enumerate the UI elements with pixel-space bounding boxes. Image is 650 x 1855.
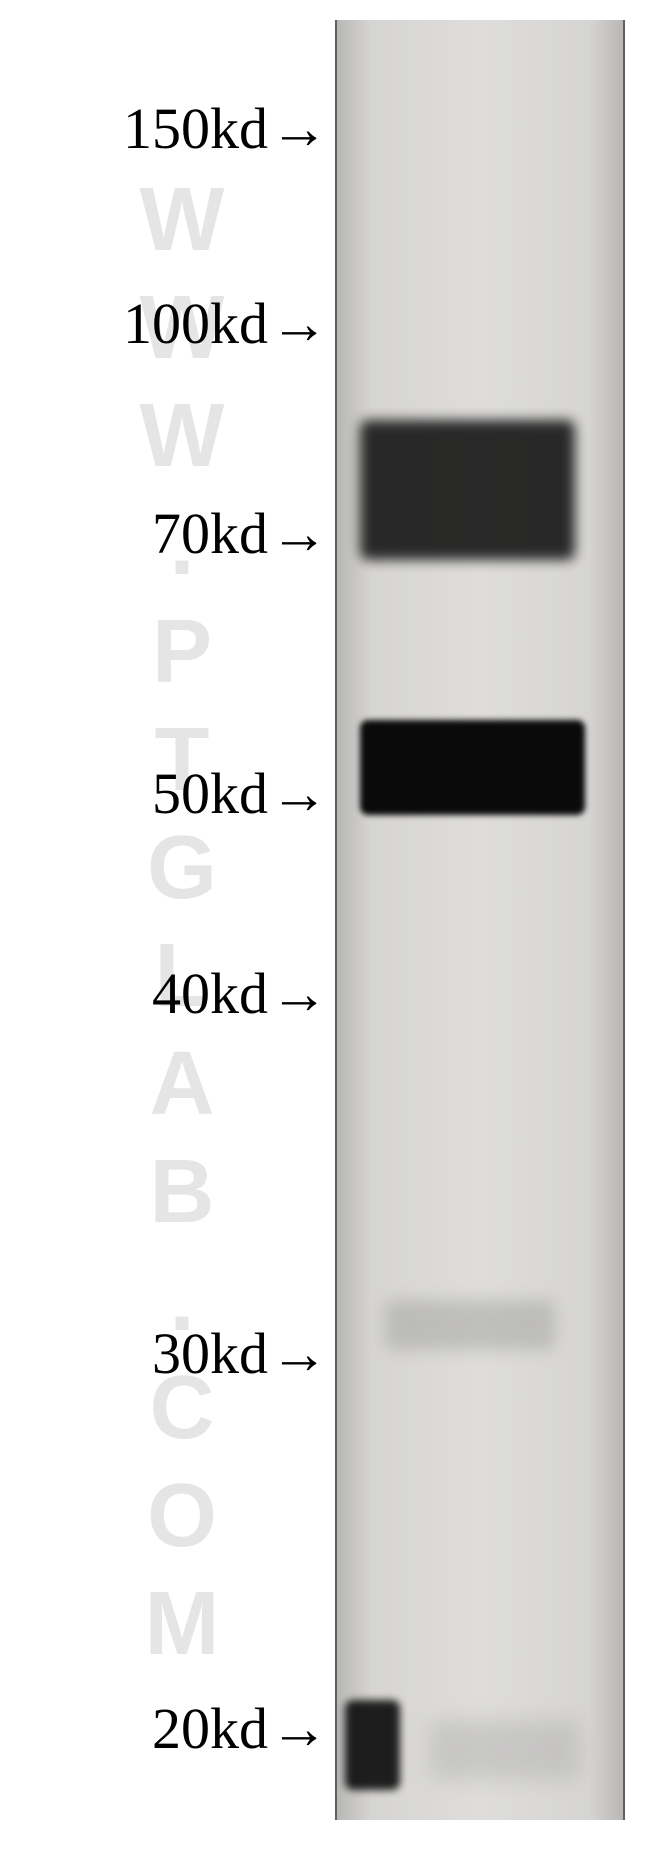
marker-text: 100kd <box>123 291 268 356</box>
band-1 <box>360 720 585 815</box>
band-4 <box>430 1720 580 1780</box>
arrow-icon: → <box>270 760 328 827</box>
mw-marker-50kd: 50kd→ <box>152 760 328 827</box>
marker-text: 50kd <box>152 761 268 826</box>
arrow-icon: → <box>270 1695 328 1762</box>
mw-marker-150kd: 150kd→ <box>123 95 328 162</box>
marker-text: 150kd <box>123 96 268 161</box>
marker-text: 40kd <box>152 961 268 1026</box>
mw-marker-20kd: 20kd→ <box>152 1695 328 1762</box>
blot-lane <box>335 20 625 1820</box>
mw-marker-100kd: 100kd→ <box>123 290 328 357</box>
arrow-icon: → <box>270 95 328 162</box>
marker-text: 30kd <box>152 1321 268 1386</box>
marker-text: 20kd <box>152 1696 268 1761</box>
band-3 <box>345 1700 400 1790</box>
mw-marker-30kd: 30kd→ <box>152 1320 328 1387</box>
band-0 <box>360 420 575 560</box>
western-blot-figure: WWW.PTGLAB.COM 150kd→100kd→70kd→50kd→40k… <box>0 0 650 1855</box>
arrow-icon: → <box>270 960 328 1027</box>
arrow-icon: → <box>270 1320 328 1387</box>
band-2 <box>385 1300 555 1350</box>
marker-text: 70kd <box>152 501 268 566</box>
arrow-icon: → <box>270 290 328 357</box>
watermark-text: WWW.PTGLAB.COM <box>130 170 233 1682</box>
mw-marker-70kd: 70kd→ <box>152 500 328 567</box>
arrow-icon: → <box>270 500 328 567</box>
mw-marker-40kd: 40kd→ <box>152 960 328 1027</box>
